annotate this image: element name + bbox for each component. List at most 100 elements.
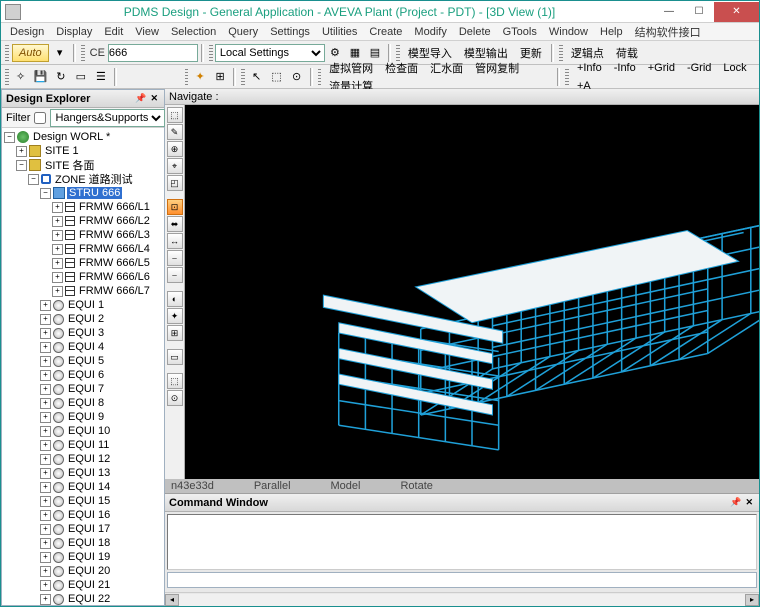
tool-window[interactable]: ▭ xyxy=(72,68,90,86)
auto-button[interactable]: Auto xyxy=(12,44,49,62)
menu-gtools[interactable]: GTools xyxy=(498,25,542,39)
tool-save[interactable]: 💾 xyxy=(32,68,50,86)
view-tool-4[interactable]: ◰ xyxy=(167,175,183,191)
cmd-close-icon[interactable]: ✕ xyxy=(743,497,755,508)
menu-结构软件接口[interactable]: 结构软件接口 xyxy=(630,23,706,41)
close-button[interactable]: ✕ xyxy=(714,2,759,22)
expander-icon[interactable]: + xyxy=(40,370,51,381)
expander-icon[interactable]: + xyxy=(40,454,51,465)
menu-selection[interactable]: Selection xyxy=(166,25,221,39)
tree-node[interactable]: −ZONE 道路测试 xyxy=(4,172,162,186)
expander-icon[interactable]: + xyxy=(40,398,51,409)
scroll-left-icon[interactable]: ◂ xyxy=(165,594,179,606)
tool-tag[interactable]: ⬚ xyxy=(268,68,286,86)
view-button[interactable]: -Info xyxy=(609,59,641,77)
tool-nav-2[interactable]: ⊞ xyxy=(211,68,229,86)
view-tool-16[interactable]: ▭ xyxy=(167,349,183,365)
tree-node[interactable]: +EQUI 21 xyxy=(4,578,162,592)
view-tool-3[interactable]: ⌖ xyxy=(167,158,183,174)
menu-edit[interactable]: Edit xyxy=(99,25,128,39)
expander-icon[interactable]: − xyxy=(16,160,27,171)
pipe-button[interactable]: 检查面 xyxy=(380,59,423,77)
filter-select[interactable]: Hangers&Supports xyxy=(50,109,165,127)
view-tool-6[interactable]: ⊡ xyxy=(167,199,183,215)
menu-settings[interactable]: Settings xyxy=(265,25,315,39)
menu-display[interactable]: Display xyxy=(51,25,97,39)
menu-query[interactable]: Query xyxy=(223,25,263,39)
maximize-button[interactable]: ☐ xyxy=(684,2,714,22)
menu-delete[interactable]: Delete xyxy=(454,25,496,39)
tree-node[interactable]: +EQUI 1 xyxy=(4,298,162,312)
view-tool-7[interactable]: ⬌ xyxy=(167,216,183,232)
expander-icon[interactable]: + xyxy=(40,566,51,577)
tree-node[interactable]: +EQUI 3 xyxy=(4,326,162,340)
tree-node[interactable]: +EQUI 19 xyxy=(4,550,162,564)
tree-node[interactable]: +EQUI 13 xyxy=(4,466,162,480)
view-tool-1[interactable]: ✎ xyxy=(167,124,183,140)
view-tool-13[interactable]: ✦ xyxy=(167,308,183,324)
tool-cursor[interactable]: ↖ xyxy=(248,68,266,86)
menu-help[interactable]: Help xyxy=(595,25,628,39)
expander-icon[interactable]: + xyxy=(52,258,63,269)
view-tool-2[interactable]: ⊕ xyxy=(167,141,183,157)
tree-node[interactable]: +FRMW 666/L7 xyxy=(4,284,162,298)
tree-node[interactable]: +EQUI 18 xyxy=(4,536,162,550)
view-tool-19[interactable]: ⊙ xyxy=(167,390,183,406)
tree-node[interactable]: +EQUI 16 xyxy=(4,508,162,522)
view-tool-8[interactable]: ↔ xyxy=(167,233,183,249)
tree-node[interactable]: +SITE 1 xyxy=(4,144,162,158)
tree-node[interactable]: +EQUI 14 xyxy=(4,480,162,494)
tree-node[interactable]: +FRMW 666/L2 xyxy=(4,214,162,228)
tree-node[interactable]: +EQUI 17 xyxy=(4,522,162,536)
expander-icon[interactable]: + xyxy=(40,384,51,395)
tree-node[interactable]: +EQUI 6 xyxy=(4,368,162,382)
expander-icon[interactable]: + xyxy=(40,426,51,437)
view-tool-18[interactable]: ⬚ xyxy=(167,373,183,389)
tree-node[interactable]: +EQUI 5 xyxy=(4,354,162,368)
expander-icon[interactable]: + xyxy=(52,216,63,227)
pipe-button[interactable]: 汇水面 xyxy=(425,59,468,77)
horizontal-scrollbar[interactable]: ◂ ▸ xyxy=(165,592,759,606)
expander-icon[interactable]: + xyxy=(40,314,51,325)
view-tool-0[interactable]: ⬚ xyxy=(167,107,183,123)
tree-node[interactable]: −Design WORL * xyxy=(4,130,162,144)
menu-modify[interactable]: Modify xyxy=(409,25,451,39)
minimize-button[interactable]: — xyxy=(654,2,684,22)
panel-close-icon[interactable]: ✕ xyxy=(148,93,160,104)
view-button[interactable]: +Info xyxy=(572,59,607,77)
view-button[interactable]: -Grid xyxy=(682,59,716,77)
expander-icon[interactable]: + xyxy=(40,356,51,367)
expander-icon[interactable]: + xyxy=(52,272,63,283)
expander-icon[interactable]: + xyxy=(40,468,51,479)
expander-icon[interactable]: − xyxy=(28,174,39,185)
scroll-right-icon[interactable]: ▸ xyxy=(745,594,759,606)
tree-node[interactable]: +EQUI 2 xyxy=(4,312,162,326)
tree-node[interactable]: +FRMW 666/L1 xyxy=(4,200,162,214)
tree-node[interactable]: −STRU 666 xyxy=(4,186,162,200)
tree-node[interactable]: +FRMW 666/L3 xyxy=(4,228,162,242)
tree-node[interactable]: +FRMW 666/L6 xyxy=(4,270,162,284)
tool-list[interactable]: ☰ xyxy=(92,68,110,86)
filter-checkbox[interactable] xyxy=(34,112,46,124)
menu-utilities[interactable]: Utilities xyxy=(317,25,362,39)
view-tool-14[interactable]: ⊞ xyxy=(167,325,183,341)
menu-window[interactable]: Window xyxy=(544,25,593,39)
expander-icon[interactable]: + xyxy=(40,552,51,563)
expander-icon[interactable]: + xyxy=(40,328,51,339)
expander-icon[interactable]: + xyxy=(52,244,63,255)
tool-new[interactable]: ✧ xyxy=(12,68,30,86)
expander-icon[interactable]: + xyxy=(40,510,51,521)
expander-icon[interactable]: + xyxy=(40,524,51,535)
expander-icon[interactable]: + xyxy=(52,202,63,213)
expander-icon[interactable]: + xyxy=(40,342,51,353)
cmd-pin-icon[interactable]: 📌 xyxy=(728,497,743,508)
tool-nav-1[interactable]: ✦ xyxy=(191,68,209,86)
menu-design[interactable]: Design xyxy=(5,25,49,39)
tool-refresh[interactable]: ↻ xyxy=(52,68,70,86)
pin-icon[interactable]: 📌 xyxy=(133,93,148,104)
expander-icon[interactable]: + xyxy=(40,300,51,311)
tree-node[interactable]: +EQUI 11 xyxy=(4,438,162,452)
tree-node[interactable]: +FRMW 666/L4 xyxy=(4,242,162,256)
tree-node[interactable]: +EQUI 7 xyxy=(4,382,162,396)
expander-icon[interactable]: + xyxy=(40,594,51,605)
